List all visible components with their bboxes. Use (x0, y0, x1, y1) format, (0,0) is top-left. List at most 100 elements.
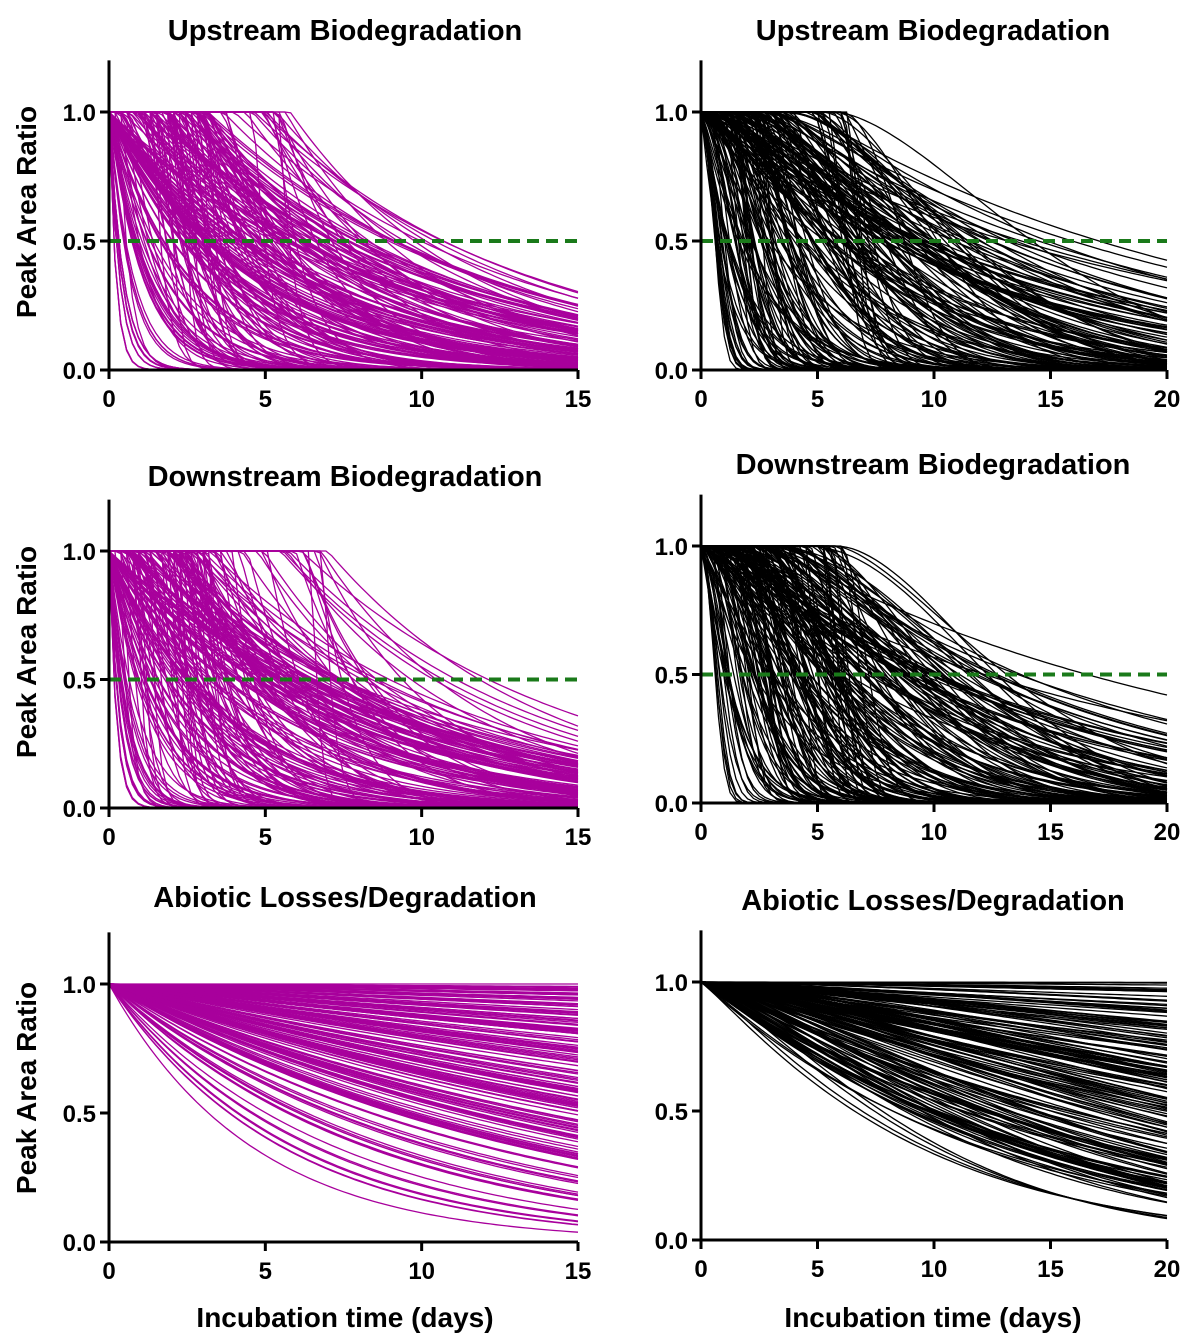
x-tick-label: 10 (408, 386, 435, 413)
x-tick-label: 10 (408, 1258, 435, 1285)
series-curve (108, 983, 579, 1084)
y-tick-label: 0.0 (63, 358, 96, 385)
x-tick-label: 20 (1154, 1256, 1181, 1283)
series-curve (700, 981, 1168, 1102)
y-tick-label: 0.5 (63, 229, 96, 256)
series-curve (109, 550, 579, 808)
series-curve (700, 981, 1168, 1069)
series-curve (108, 983, 579, 1148)
series-curve (701, 545, 1168, 759)
series-curve (700, 981, 1168, 1153)
series-curve (108, 983, 579, 1155)
series-curve (700, 545, 1168, 794)
series-curve (108, 983, 579, 1058)
series-curve (701, 545, 1168, 801)
series-curve (108, 983, 579, 1100)
series-curve (108, 983, 579, 1109)
panel-2: 0.0 0.5 1.0 0 5 10 15 (63, 499, 591, 851)
series-curve (109, 550, 579, 762)
x-tick-label: 15 (1037, 819, 1064, 846)
panel-5: 0.0 0.5 1.0 0 5 10 15 20 (655, 930, 1181, 1283)
series-curve (108, 983, 579, 1179)
series-curve (701, 111, 1168, 341)
y-axis-label-row3: Peak Area Ratio (11, 982, 42, 1194)
panel-title-abiotic-left: Abiotic Losses/Degradation (153, 882, 537, 914)
series-curve (109, 111, 579, 332)
y-tick-label: 1.0 (655, 100, 688, 127)
curve-group (700, 981, 1168, 1220)
series-curve (108, 983, 579, 999)
x-tick-label: 5 (811, 819, 824, 846)
series-curve (108, 983, 579, 1137)
y-tick-label: 0.0 (655, 791, 688, 818)
x-tick-label: 20 (1154, 386, 1181, 413)
series-curve (108, 983, 579, 1177)
panel-3: 0.0 0.5 1.0 0 5 10 15 20 (655, 494, 1180, 846)
series-curve (109, 550, 579, 766)
panel-title-upstream-right: Upstream Biodegradation (756, 15, 1111, 47)
series-curve (701, 111, 1168, 278)
series-curve (700, 981, 1168, 1078)
series-curve (108, 983, 579, 1160)
series-curve (701, 545, 1168, 790)
x-tick-label: 10 (921, 819, 948, 846)
series-curve (700, 981, 1168, 1104)
series-curve (700, 981, 1168, 1006)
series-curve (108, 983, 579, 1157)
x-tick-label: 0 (102, 386, 115, 413)
series-curve (108, 983, 579, 1116)
panel-title-downstream-left: Downstream Biodegradation (148, 461, 543, 493)
series-curve (109, 111, 579, 366)
series-curve (108, 983, 579, 1150)
y-tick-label: 0.5 (655, 229, 688, 256)
panel-title-abiotic-right: Abiotic Losses/Degradation (741, 885, 1125, 917)
series-curve (108, 550, 579, 781)
series-curve (700, 545, 1168, 802)
x-tick-label: 10 (921, 386, 948, 413)
series-curve (108, 983, 579, 1140)
series-curve (701, 111, 1168, 322)
x-tick-label: 5 (259, 1258, 272, 1285)
series-curve (700, 981, 1168, 1217)
series-curve (108, 983, 579, 1032)
series-curve (108, 111, 579, 349)
series-curve (108, 983, 579, 1024)
series-curve (108, 111, 579, 366)
y-tick-label: 1.0 (63, 100, 96, 127)
series-curve (700, 111, 1167, 370)
series-curve (108, 983, 579, 1182)
x-tick-label: 0 (694, 819, 707, 846)
series-curve (108, 983, 579, 1079)
series-curve (700, 981, 1168, 1197)
y-tick-label: 1.0 (655, 970, 688, 997)
series-curve (108, 983, 579, 1123)
series-curve (108, 983, 579, 1075)
series-curve (108, 550, 579, 780)
series-curve (108, 983, 579, 1047)
y-tick-label: 0.5 (655, 1099, 688, 1126)
series-curve (701, 545, 1168, 782)
series-curve (108, 550, 579, 798)
series-curve (701, 111, 1168, 369)
y-tick-label: 1.0 (63, 972, 96, 999)
series-curve (109, 550, 579, 792)
series-curve (701, 111, 1168, 363)
series-curve (701, 111, 1168, 331)
series-curve (701, 545, 1168, 802)
series-curve (700, 981, 1168, 1100)
y-tick-label: 0.0 (63, 1230, 96, 1257)
series-curve (109, 111, 579, 324)
y-tick-label: 0.0 (63, 796, 96, 823)
series-curve (108, 550, 579, 799)
series-curve (700, 981, 1168, 1108)
series-curve (700, 981, 1168, 1196)
panel-4: 0.0 0.5 1.0 0 5 10 15 (63, 932, 591, 1285)
y-axis-label-row2: Peak Area Ratio (11, 546, 42, 758)
series-curve (700, 111, 1168, 282)
series-curve (701, 111, 1168, 361)
x-tick-label: 0 (102, 1258, 115, 1285)
series-curve (109, 111, 579, 317)
series-curve (109, 550, 579, 778)
x-tick-label: 15 (1037, 386, 1064, 413)
